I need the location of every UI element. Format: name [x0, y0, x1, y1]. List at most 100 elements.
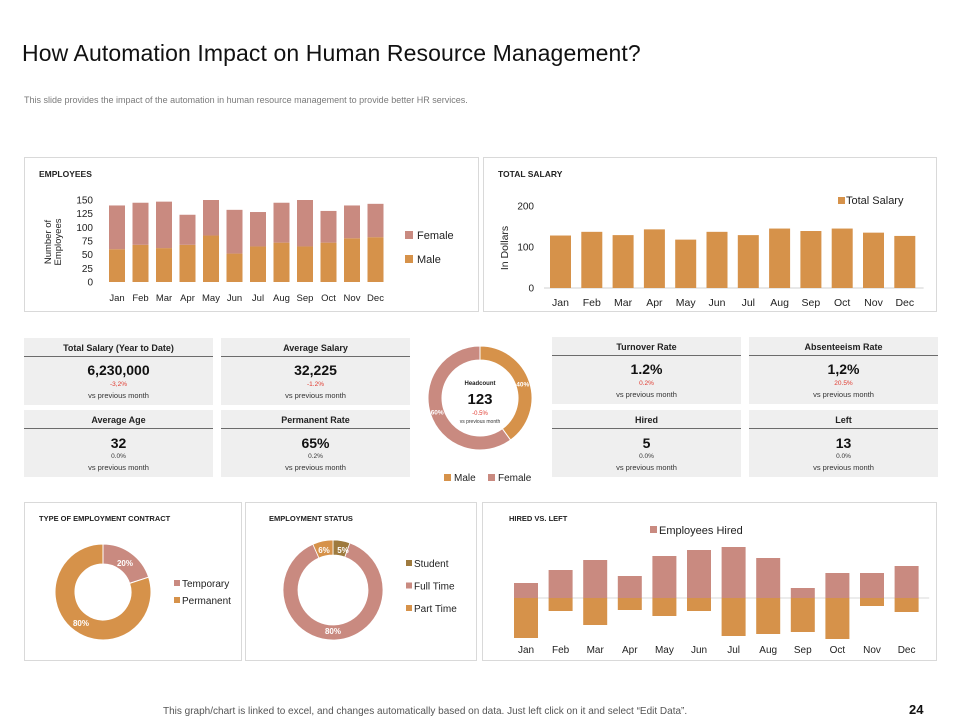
kpi-note: vs previous month: [813, 390, 874, 399]
kpi-average-salary: Average Salary 32,225 -1.2% vs previous …: [221, 338, 410, 405]
kpi-note: vs previous month: [88, 391, 149, 400]
total-salary-panel: TOTAL SALARY 200 100 0 In Dollars Jan Feb Mar A…: [483, 157, 937, 312]
legend-swatch-permanent: [174, 597, 180, 603]
y-tick-label: 100: [76, 223, 93, 234]
bar-hired: [860, 573, 884, 598]
bar-left: [617, 598, 642, 610]
bar-female: [156, 201, 172, 249]
bar-total-salary: [581, 231, 603, 288]
x-tick-label: Jan: [109, 293, 124, 304]
slice-value-label: 80%: [325, 627, 341, 636]
bar-total-salary: [769, 228, 791, 288]
legend-label: Student: [414, 559, 449, 570]
contract-type-chart[interactable]: 20% 80% Temporary Permanent: [25, 503, 241, 660]
bar-male: [273, 242, 290, 282]
bar-female: [250, 212, 266, 247]
x-tick-label: Jan: [552, 297, 569, 309]
kpi-value: 32,225: [294, 362, 337, 378]
bar-female: [297, 200, 313, 247]
headcount-chart[interactable]: 40% 60% Headcount 123 -0.5% vs previous month…: [418, 345, 544, 491]
bar-female: [320, 210, 337, 243]
legend-swatch-male: [444, 474, 451, 481]
bar-male: [320, 242, 337, 282]
legend-swatch: [406, 605, 412, 611]
x-tick-label: Jul: [727, 645, 740, 656]
bar-hired: [790, 588, 815, 598]
x-tick-label: Apr: [180, 293, 195, 304]
legend-swatch-female: [405, 231, 413, 239]
employees-chart[interactable]: 150 125 100 75 50 25 0 Number ofEmployees Jan Feb…: [25, 158, 478, 311]
bar-left: [514, 598, 538, 638]
x-tick-label: Feb: [132, 293, 148, 304]
kpi-change: 0.2%: [639, 380, 654, 387]
x-tick-label: Jul: [252, 293, 264, 304]
bar-male: [344, 238, 360, 282]
y-tick-label: 25: [82, 264, 94, 275]
bar-total-salary: [550, 235, 571, 288]
x-tick-label: Feb: [552, 645, 570, 656]
x-tick-label: Dec: [898, 645, 916, 656]
kpi-note: vs previous month: [285, 391, 346, 400]
employment-status-chart[interactable]: 5% 80% 6% Student Full Time Part Time: [246, 503, 476, 660]
bar-female: [273, 202, 290, 243]
kpi-change: -3,2%: [110, 381, 127, 388]
x-tick-label: Jun: [709, 297, 726, 309]
y-tick-label: 50: [82, 250, 94, 261]
kpi-value: 6,230,000: [87, 362, 150, 378]
x-tick-label: Apr: [646, 297, 663, 309]
x-tick-label: Feb: [583, 297, 601, 309]
total-salary-title: TOTAL SALARY: [498, 169, 563, 179]
bar-total-salary: [831, 228, 853, 288]
hired-vs-left-chart[interactable]: Jan Feb Mar Apr May Jun Jul Aug Sep Oct Nov Dec Empl…: [483, 503, 936, 660]
x-tick-label: Sep: [297, 293, 314, 304]
x-tick-label: Aug: [759, 645, 777, 656]
kpi-change: -1.2%: [307, 381, 324, 388]
bar-male: [203, 235, 219, 282]
kpi-value: 65%: [301, 435, 330, 451]
x-tick-label: Jun: [691, 645, 707, 656]
kpi-label: Hired: [552, 410, 741, 429]
total-salary-chart[interactable]: 200 100 0 In Dollars Jan Feb Mar Apr May Jun Jul Au…: [484, 158, 936, 311]
legend-label-permanent: Permanent: [182, 596, 231, 607]
bar-total-salary: [706, 231, 728, 288]
x-tick-label: Jul: [742, 297, 755, 309]
bar-total-salary: [863, 232, 884, 288]
legend-label-hired: Employees Hired: [659, 525, 743, 537]
bar-hired: [825, 573, 850, 598]
hired-vs-left-panel: HIRED VS. LEFT Jan Feb Mar Apr May Jun Jul Aug S…: [482, 502, 937, 661]
x-tick-label: Mar: [156, 293, 172, 304]
hired-vs-left-title: HIRED VS. LEFT: [509, 514, 568, 523]
kpi-change: 0.0%: [836, 453, 851, 460]
bar-left: [790, 598, 815, 632]
legend-label: Part Time: [414, 604, 457, 615]
bar-male: [156, 248, 172, 282]
bar-female: [226, 209, 243, 254]
bar-male: [367, 237, 384, 282]
kpi-change: 0.2%: [308, 453, 323, 460]
x-tick-label: Dec: [367, 293, 384, 304]
kpi-label: Permanent Rate: [221, 410, 410, 429]
legend-label-female: Female: [498, 473, 532, 484]
slice-value-label: 5%: [337, 546, 349, 555]
slice-value-label: 60%: [431, 409, 444, 416]
bar-male: [109, 249, 125, 282]
kpi-total-salary-ytd: Total Salary (Year to Date) 6,230,000 -3…: [24, 338, 213, 405]
kpi-change: 0.0%: [111, 453, 126, 460]
kpi-value: 32: [110, 435, 127, 451]
x-tick-label: Dec: [895, 297, 914, 309]
legend-swatch: [406, 582, 412, 589]
kpi-change: 20.5%: [834, 380, 853, 387]
page-title: How Automation Impact on Human Resource …: [22, 40, 641, 66]
bar-left: [756, 598, 781, 634]
bar-female: [132, 202, 149, 245]
bar-hired: [514, 583, 538, 598]
x-tick-label: Oct: [830, 645, 846, 656]
kpi-note: vs previous month: [616, 463, 677, 472]
bar-male: [179, 244, 196, 282]
slice-female: [427, 345, 512, 451]
x-tick-label: Jun: [227, 293, 242, 304]
kpi-label: Average Age: [24, 410, 213, 429]
slice-full-time: [282, 542, 384, 641]
bar-left: [860, 598, 884, 606]
slice-value-label: 6%: [318, 546, 330, 555]
